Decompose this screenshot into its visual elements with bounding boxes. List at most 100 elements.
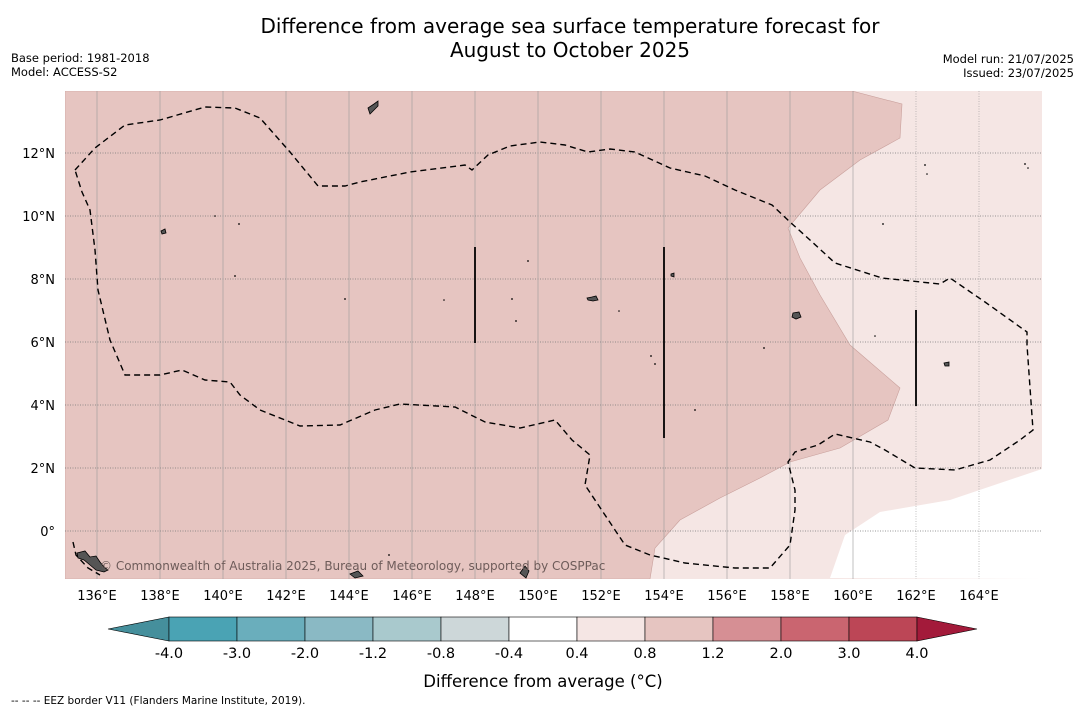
eez-border-sw bbox=[72, 541, 101, 576]
lon-tick: 144°E bbox=[329, 589, 369, 604]
island-guam bbox=[367, 100, 379, 115]
lon-tick: 142°E bbox=[266, 589, 306, 604]
colorbar-tick: 0.4 bbox=[565, 646, 588, 662]
island-chuuk bbox=[586, 295, 599, 302]
boundary-lines bbox=[474, 247, 917, 438]
atoll-dot bbox=[527, 260, 529, 262]
lon-tick: 152°E bbox=[581, 589, 621, 604]
atoll-dot bbox=[344, 298, 346, 300]
lat-tick-labels: 12°N 10°N 8°N 6°N 4°N 2°N 0° bbox=[22, 147, 55, 540]
lat-tick: 0° bbox=[40, 525, 55, 540]
colorbar-tick: -0.8 bbox=[427, 646, 455, 662]
lon-tick: 160°E bbox=[833, 589, 873, 604]
lon-tick: 150°E bbox=[518, 589, 558, 604]
colorbar-bin bbox=[644, 616, 714, 642]
colorbar-bin bbox=[304, 616, 374, 642]
atoll-dots bbox=[214, 163, 1029, 556]
colorbar-bin bbox=[508, 616, 578, 642]
colorbar-bin bbox=[576, 616, 646, 642]
atoll-dot bbox=[924, 164, 926, 166]
atoll-dot bbox=[238, 223, 240, 225]
map-plot-area: © Commonwealth of Australia 2025, Bureau… bbox=[65, 91, 1042, 579]
lat-tick: 8°N bbox=[31, 273, 56, 288]
grid-lines bbox=[65, 91, 1042, 579]
colorbar-bin bbox=[780, 616, 850, 642]
colorbar-bin bbox=[168, 616, 238, 642]
atoll-dot bbox=[763, 347, 765, 349]
lon-tick: 164°E bbox=[959, 589, 999, 604]
island-dot-1 bbox=[670, 272, 675, 278]
lon-tick: 158°E bbox=[770, 589, 810, 604]
base-period: Base period: 1981-2018 bbox=[11, 51, 150, 65]
atoll-dot bbox=[654, 363, 656, 365]
atoll-dot bbox=[650, 355, 652, 357]
atoll-dot bbox=[1024, 163, 1026, 165]
island-png-north bbox=[76, 550, 109, 573]
atoll-dot bbox=[882, 223, 884, 225]
meta-left: Base period: 1981-2018 Model: ACCESS-S2 bbox=[11, 51, 150, 79]
copyright-watermark: © Commonwealth of Australia 2025, Bureau… bbox=[100, 559, 605, 573]
lat-tick: 2°N bbox=[31, 462, 56, 477]
islands bbox=[76, 100, 950, 579]
model-name: Model: ACCESS-S2 bbox=[11, 65, 118, 79]
title-line-2: August to October 2025 bbox=[449, 38, 691, 62]
island-small-south bbox=[519, 565, 530, 579]
island-east bbox=[943, 361, 950, 367]
colorbar-tick: 0.8 bbox=[633, 646, 656, 662]
lat-tick: 6°N bbox=[31, 336, 56, 351]
atoll-dot bbox=[1027, 167, 1029, 169]
colorbar-tick: 1.2 bbox=[701, 646, 724, 662]
colorbar-tick: 4.0 bbox=[905, 646, 928, 662]
colorbar-tick: -1.2 bbox=[359, 646, 387, 662]
colorbar-ticks: -4.0 -3.0 -2.0 -1.2 -0.8 -0.4 0.4 0.8 1.… bbox=[155, 646, 929, 662]
colorbar-tick: -3.0 bbox=[223, 646, 251, 662]
atoll-dot bbox=[443, 299, 445, 301]
colorbar-bin bbox=[712, 616, 782, 642]
atoll-dot bbox=[511, 298, 513, 300]
colorbar-tick: -4.0 bbox=[155, 646, 183, 662]
atoll-dot bbox=[388, 554, 390, 556]
colorbar-bin bbox=[236, 616, 306, 642]
lon-tick: 148°E bbox=[455, 589, 495, 604]
eez-borders bbox=[72, 106, 1034, 576]
island-yap bbox=[160, 228, 167, 235]
meta-right: Model run: 21/07/2025 Issued: 23/07/2025 bbox=[943, 52, 1074, 80]
lon-tick: 138°E bbox=[140, 589, 180, 604]
island-kosrae bbox=[791, 311, 802, 320]
anomaly-region-0.8-1.2 bbox=[65, 91, 903, 579]
eez-border-main bbox=[74, 106, 1034, 569]
colorbar-label: Difference from average (°C) bbox=[423, 672, 662, 691]
atoll-dot bbox=[926, 173, 928, 175]
title-line-1: Difference from average sea surface temp… bbox=[260, 14, 880, 38]
lon-tick: 136°E bbox=[77, 589, 117, 604]
lon-tick: 156°E bbox=[707, 589, 747, 604]
lon-tick: 140°E bbox=[203, 589, 243, 604]
model-run: Model run: 21/07/2025 bbox=[942, 52, 1074, 66]
lat-tick: 10°N bbox=[22, 210, 55, 225]
colorbar-tick: -0.4 bbox=[495, 646, 523, 662]
colorbar-tick: 2.0 bbox=[769, 646, 792, 662]
lat-tick: 12°N bbox=[22, 147, 55, 162]
colorbar-tick: 3.0 bbox=[837, 646, 860, 662]
colorbar: -4.0 -3.0 -2.0 -1.2 -0.8 -0.4 0.4 0.8 1.… bbox=[107, 616, 978, 691]
colorbar-extend-low bbox=[107, 616, 170, 642]
colorbar-bin bbox=[848, 616, 918, 642]
atoll-dot bbox=[515, 320, 517, 322]
atoll-dot bbox=[618, 310, 620, 312]
atoll-dot bbox=[874, 335, 876, 337]
island-manus bbox=[349, 570, 364, 579]
lon-tick-labels: 136°E 138°E 140°E 142°E 144°E 146°E 148°… bbox=[77, 589, 999, 604]
lon-tick: 146°E bbox=[392, 589, 432, 604]
atoll-dot bbox=[694, 409, 696, 411]
lat-tick: 4°N bbox=[31, 399, 56, 414]
eez-footnote: -- -- -- EEZ border V11 (Flanders Marine… bbox=[11, 695, 306, 707]
colorbar-extend-high bbox=[916, 616, 978, 642]
atoll-dot bbox=[214, 215, 216, 217]
colorbar-tick: -2.0 bbox=[291, 646, 319, 662]
map-title: Difference from average sea surface temp… bbox=[0, 14, 1085, 62]
colorbar-bin bbox=[372, 616, 442, 642]
issued-date: Issued: 23/07/2025 bbox=[963, 66, 1074, 80]
anomaly-region-neutral bbox=[830, 469, 1042, 579]
lon-tick: 162°E bbox=[896, 589, 936, 604]
